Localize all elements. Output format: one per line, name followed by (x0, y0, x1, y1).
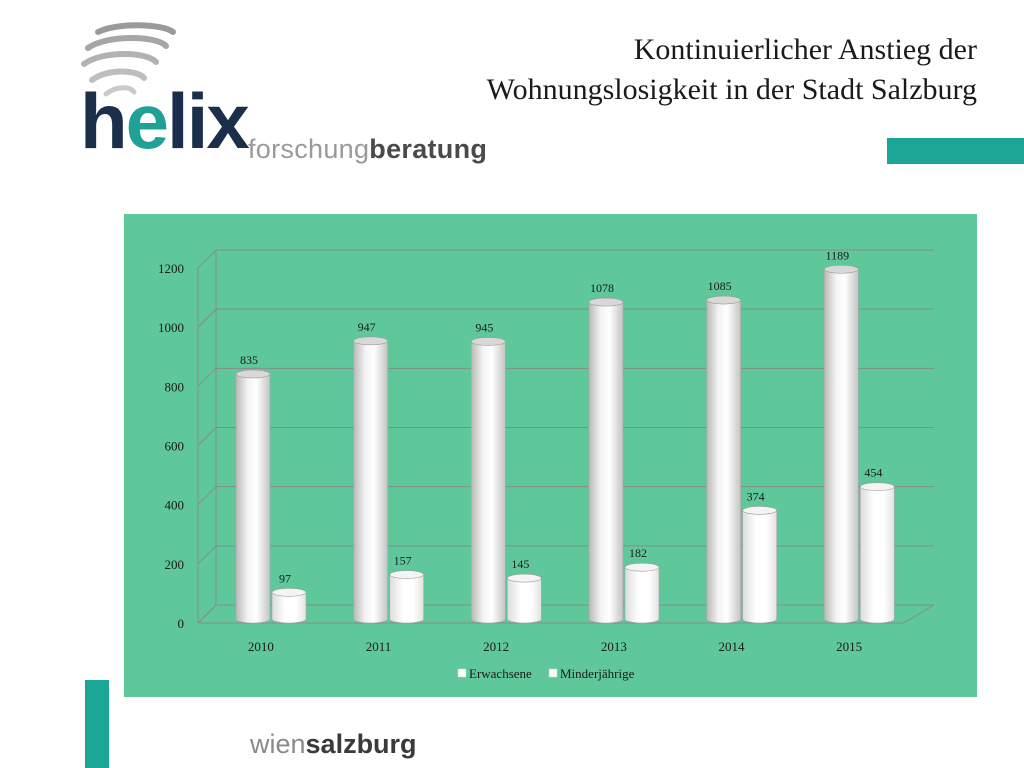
logo-wordmark: helix (80, 82, 250, 160)
y-tick-label: 200 (165, 557, 185, 572)
slide-title-line1: Kontinuierlicher Anstieg der (633, 33, 977, 66)
bar-minderjährige-2010 (271, 588, 307, 624)
logo-sub-light: forschung (248, 134, 370, 164)
data-label: 1189 (826, 248, 850, 262)
logo-name-prefix: h (80, 77, 128, 165)
bar-minderjährige-2011 (389, 570, 424, 624)
footer-bold: salzburg (305, 729, 417, 759)
x-tick-label: 2010 (248, 639, 274, 654)
data-label: 945 (475, 320, 493, 334)
data-label: 1078 (590, 281, 614, 295)
legend-label: Erwachsene (469, 666, 532, 681)
bar-minderjährige-2013 (624, 562, 660, 624)
data-label: 454 (864, 466, 882, 480)
data-label: 157 (394, 554, 412, 568)
logo-name-suffix: lix (167, 77, 250, 165)
y-tick-label: 400 (165, 498, 185, 513)
data-label: 97 (279, 571, 291, 585)
x-tick-label: 2011 (366, 639, 392, 654)
labels: 0 200 400 600 800 1000 1200 835 97 2010 947 157 2011… (158, 248, 882, 681)
data-label: 835 (240, 353, 258, 367)
footer-wordmark: wiensalzburg (250, 728, 417, 760)
data-label: 1085 (708, 279, 732, 293)
swirl-icon (81, 22, 176, 97)
x-tick-label: 2012 (483, 639, 509, 654)
legend-item-minderjährige: Minderjährige (548, 666, 635, 681)
bar-erwachsene-2011 (353, 336, 388, 624)
bar-erwachsene-2013 (588, 297, 624, 624)
data-label: 947 (358, 320, 376, 334)
gridline-side-600 (197, 427, 217, 446)
y-tick-label: 1000 (158, 320, 184, 335)
bars (235, 264, 895, 624)
bar-erwachsene-2012 (471, 337, 506, 624)
slide-title-line2: Wohnungslosigkeit in der Stadt Salzburg (486, 73, 977, 106)
bar-erwachsene-2014 (706, 295, 741, 624)
accent-bar-right (887, 138, 1024, 164)
bar-minderjährige-2012 (507, 573, 542, 624)
legend-label: Minderjährige (560, 666, 635, 681)
gridline-side-400 (197, 486, 217, 506)
x-tick-label: 2013 (601, 639, 627, 654)
gridline-side-200 (197, 545, 217, 565)
y-tick-label: 0 (178, 616, 185, 631)
y-tick-label: 1200 (158, 261, 184, 276)
slide-title: Kontinuierlicher Anstieg der Wohnungslos… (357, 30, 977, 110)
x-tick-label: 2015 (836, 639, 862, 654)
chart-panel: 0 200 400 600 800 1000 1200 835 97 2010 947 157 2011… (124, 214, 977, 697)
x-tick-label: 2014 (719, 639, 746, 654)
bar-minderjährige-2014 (742, 506, 777, 624)
y-tick-label: 600 (165, 439, 185, 454)
data-label: 145 (511, 557, 529, 571)
gridline-side-1200 (197, 249, 217, 269)
y-tick-label: 800 (165, 379, 185, 394)
data-label: 182 (629, 546, 647, 560)
logo-name-accent: e (125, 77, 169, 165)
helix-logo: helix forschungberatung (78, 22, 518, 172)
logo-sub-bold: beratung (369, 134, 488, 164)
gridline-side-800 (197, 367, 217, 387)
bar-erwachsene-2015 (824, 264, 859, 624)
footer-light: wien (250, 729, 306, 759)
accent-bar-left (85, 680, 109, 768)
gridline-side-1000 (197, 308, 217, 328)
gridline-side-0 (197, 604, 217, 624)
bar-chart: 0 200 400 600 800 1000 1200 835 97 2010 947 157 2011… (124, 214, 977, 697)
bar-erwachsene-2010 (235, 369, 271, 624)
x-axis-side (903, 604, 935, 624)
data-label: 374 (747, 489, 765, 503)
bar-minderjährige-2015 (860, 482, 895, 624)
gridlines (197, 249, 935, 624)
logo-subtitle: forschungberatung (248, 134, 487, 164)
legend-item-erwachsene: Erwachsene (457, 666, 532, 681)
